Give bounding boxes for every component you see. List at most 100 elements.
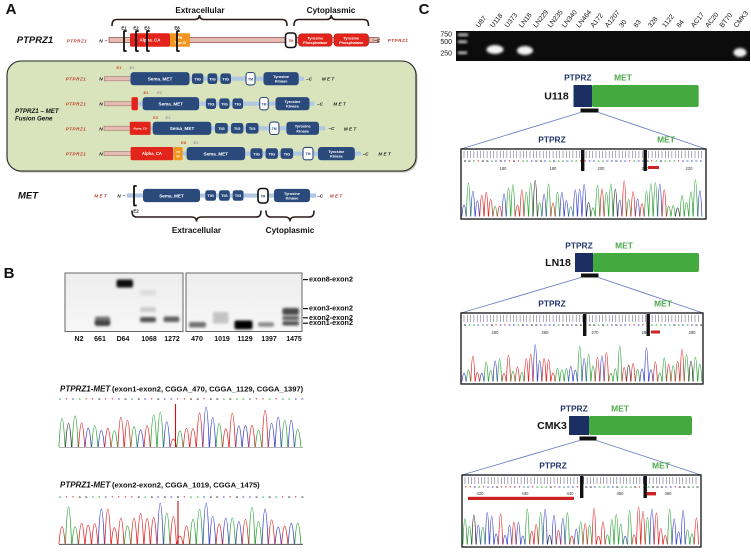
svg-text:T: T [517, 159, 519, 163]
svg-text:G: G [652, 485, 655, 489]
svg-text:TIG: TIG [235, 193, 242, 198]
svg-text:A: A [669, 323, 672, 327]
svg-text:U118: U118 [544, 91, 569, 103]
svg-text:exon3-exon2: exon3-exon2 [309, 304, 353, 313]
svg-text:C: C [620, 323, 623, 327]
svg-text:T: T [125, 495, 127, 499]
svg-text:1019: 1019 [214, 336, 230, 343]
svg-text:Tyrosine: Tyrosine [343, 35, 360, 40]
svg-text:E3: E3 [144, 26, 150, 31]
svg-text:PTPRZ: PTPRZ [564, 73, 591, 83]
svg-text:C: C [682, 323, 685, 327]
svg-text:G: G [679, 485, 682, 489]
svg-text:E2: E2 [157, 90, 163, 95]
svg-text:–C: –C [317, 102, 324, 107]
svg-text:A: A [92, 495, 95, 499]
svg-text:AC17: AC17 [690, 11, 706, 29]
svg-text:C: C [638, 159, 641, 163]
svg-text:C: C [566, 159, 569, 163]
svg-text:G: G [288, 495, 291, 499]
svg-text:C: C [249, 495, 252, 499]
svg-text:T: T [275, 397, 277, 401]
svg-text:TM: TM [288, 39, 293, 43]
svg-text:typ: typ [176, 154, 180, 158]
svg-text:A: A [599, 485, 602, 489]
svg-text:G: G [210, 397, 213, 401]
svg-text:–: – [123, 194, 126, 199]
svg-text:A: A [98, 495, 101, 499]
svg-text:A: A [517, 323, 520, 327]
svg-text:C: C [164, 397, 167, 401]
svg-text:C: C [553, 323, 556, 327]
svg-text:G: G [229, 397, 232, 401]
svg-text:Kinase: Kinase [286, 196, 300, 201]
svg-text:A: A [522, 159, 525, 163]
svg-text:Type III: Type III [174, 41, 185, 45]
svg-text:T: T [505, 485, 507, 489]
svg-text:Tyrosine: Tyrosine [273, 74, 290, 79]
svg-text:C: C [544, 159, 547, 163]
svg-text:M E T: M E T [378, 152, 391, 157]
svg-text:D64: D64 [117, 336, 130, 343]
svg-text:T: T [584, 159, 586, 163]
svg-text:Kinase: Kinase [275, 79, 289, 84]
svg-text:TIG: TIG [234, 101, 241, 106]
svg-text:A: A [651, 323, 654, 327]
svg-text:N2: N2 [75, 336, 84, 343]
svg-text:220: 220 [686, 166, 694, 171]
svg-text:C: C [695, 159, 698, 163]
svg-text:PTPRZ: PTPRZ [539, 461, 566, 471]
svg-text:A: A [558, 159, 561, 163]
svg-text:G: G [575, 323, 578, 327]
svg-text:Sema_MET: Sema_MET [159, 193, 184, 198]
svg-text:exon2-exon2: exon2-exon2 [309, 313, 353, 322]
svg-text:C: C [549, 323, 552, 327]
svg-text:G: G [138, 495, 141, 499]
svg-text:PTPRZ1: PTPRZ1 [66, 152, 87, 157]
svg-text:A: A [523, 485, 526, 489]
svg-text:C: C [295, 397, 298, 401]
svg-text:–C: –C [306, 77, 313, 82]
svg-text:T: T [633, 323, 635, 327]
svg-text:T: T [184, 397, 186, 401]
svg-text:C: C [593, 159, 596, 163]
svg-text:M E T: M E T [94, 194, 107, 199]
svg-text:G: G [236, 495, 239, 499]
svg-text:TM: TM [272, 127, 277, 131]
svg-text:A: A [144, 495, 147, 499]
svg-text:TIG: TIG [221, 101, 228, 106]
svg-text:G: G [700, 323, 703, 327]
svg-text:A: A [633, 159, 636, 163]
svg-text:G: G [464, 159, 467, 163]
svg-text:G: G [522, 323, 525, 327]
svg-text:PTPRZ1 – MET: PTPRZ1 – MET [15, 108, 60, 115]
svg-text:T: T [678, 159, 680, 163]
svg-text:E1: E1 [121, 26, 127, 31]
svg-text:C: C [607, 485, 610, 489]
svg-text:TIG: TIG [218, 126, 225, 131]
svg-text:E2: E2 [133, 209, 139, 214]
svg-text:A: A [571, 159, 574, 163]
svg-text:T: T [629, 159, 631, 163]
svg-text:M E T: M E T [333, 102, 346, 107]
svg-text:–C: –C [374, 38, 381, 43]
svg-text:G: G [79, 495, 82, 499]
svg-text:N: N [99, 39, 103, 45]
svg-text:440: 440 [567, 491, 575, 496]
svg-text:280: 280 [642, 330, 650, 335]
svg-text:PTPRZ: PTPRZ [538, 299, 565, 309]
svg-text:A: A [545, 485, 548, 489]
svg-text:G: G [590, 485, 593, 489]
svg-text:Sema_MET: Sema_MET [170, 126, 195, 131]
svg-text:TIG: TIG [207, 193, 214, 198]
svg-text:Extracellular: Extracellular [175, 6, 225, 15]
svg-text:Sema_MET: Sema_MET [204, 151, 229, 156]
svg-text:LN18: LN18 [518, 12, 534, 29]
svg-text:TIG: TIG [221, 193, 228, 198]
svg-text:A: A [664, 159, 667, 163]
svg-text:T: T [92, 397, 94, 401]
svg-text:E2: E2 [133, 26, 139, 31]
svg-text:E2: E2 [166, 115, 172, 120]
svg-text:E8: E8 [181, 140, 187, 145]
svg-text:A: A [468, 323, 471, 327]
